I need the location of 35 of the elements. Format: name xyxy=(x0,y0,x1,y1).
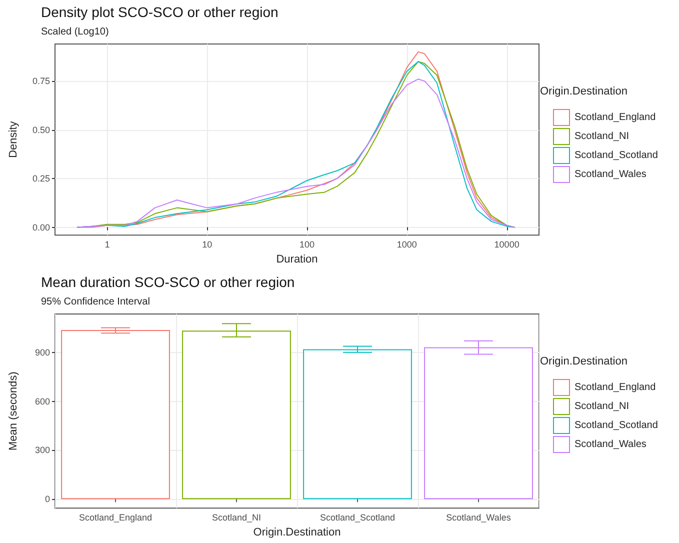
y-tick-label: 300 xyxy=(34,445,50,456)
chart-subtitle: 95% Confidence Interval xyxy=(41,296,150,308)
y-tick-label: 0.50 xyxy=(32,124,50,135)
chart-title: Density plot SCO-SCO or other region xyxy=(41,4,278,20)
legend-label: Scotland_Scotland xyxy=(574,420,658,431)
x-tick-label: 10 xyxy=(202,240,212,250)
y-axis-title: Density xyxy=(8,120,20,158)
x-tick-label: Scotland_Scotland xyxy=(320,512,396,523)
x-tick-label: 100 xyxy=(300,240,315,250)
legend-label: Scotland_England xyxy=(574,112,656,123)
x-tick-label: Scotland_England xyxy=(78,512,152,523)
legend-label: Scotland_England xyxy=(574,382,656,393)
y-tick-label: 600 xyxy=(34,396,50,406)
y-tick-label: 0.75 xyxy=(32,76,50,86)
x-tick-label: 1 xyxy=(104,240,110,250)
legend-title: Origin.Destination xyxy=(540,356,628,368)
legend-label: Scotland_NI xyxy=(574,131,629,142)
x-tick-label: Scotland_Wales xyxy=(446,512,512,523)
chart-title: Mean duration SCO-SCO or other region xyxy=(41,274,295,290)
x-axis-title: Duration xyxy=(276,254,318,266)
legend-label: Scotland_NI xyxy=(574,401,629,412)
legend-label: Scotland_Wales xyxy=(574,169,646,180)
legend-title: Origin.Destination xyxy=(540,86,628,98)
y-tick-label: 900 xyxy=(34,347,50,358)
x-tick-label: 1000 xyxy=(396,240,417,250)
legend-label: Scotland_Scotland xyxy=(574,150,658,161)
y-tick-label: 0 xyxy=(44,494,50,504)
legend-label: Scotland_Wales xyxy=(574,439,646,450)
x-tick-label: 10000 xyxy=(494,240,520,250)
y-tick-label: 0.00 xyxy=(32,222,50,232)
y-axis-title: Mean (seconds) xyxy=(8,372,20,450)
chart-subtitle: Scaled (Log10) xyxy=(41,26,109,38)
x-tick-label: Scotland_NI xyxy=(212,512,262,523)
y-tick-label: 0.25 xyxy=(32,174,50,184)
x-axis-title: Origin.Destination xyxy=(253,526,341,538)
